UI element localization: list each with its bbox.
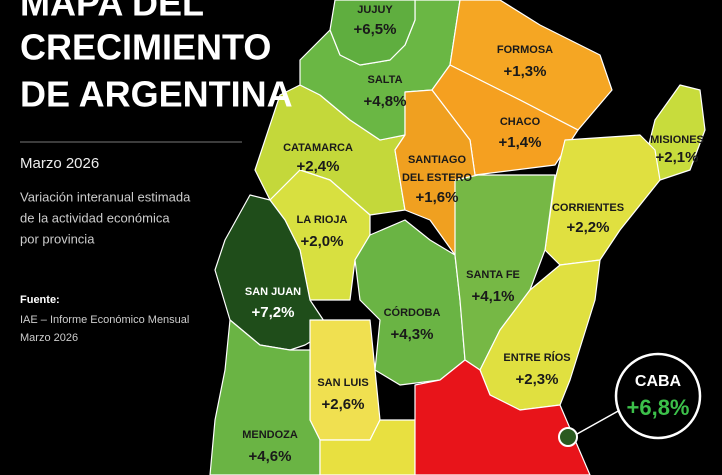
caba-name: CABA	[635, 373, 682, 390]
province-value: +2,3%	[516, 371, 559, 388]
province-name: DEL ESTERO	[402, 172, 473, 184]
province-name: LA RIOJA	[297, 214, 348, 226]
province-name: SANTA FE	[466, 269, 520, 281]
province-value: +2,6%	[322, 396, 365, 413]
province-value: +2,2%	[567, 219, 610, 236]
province-value: +2,1%	[656, 149, 699, 166]
province-name: ENTRE RÍOS	[503, 351, 570, 364]
map	[209, 0, 706, 475]
province-labels: JUJUY +6,5% SALTA +4,8% FORMOSA +1,3% CHACO +1,…	[242, 4, 704, 465]
province-value: +6,5%	[354, 21, 397, 38]
caba-dot	[558, 427, 578, 447]
province-value: +1,6%	[416, 189, 459, 206]
province-value: +2,0%	[301, 233, 344, 250]
province-value: +4,1%	[472, 288, 515, 305]
province-name: SANTIAGO	[408, 154, 467, 166]
province-name: CHACO	[500, 116, 541, 128]
province-value: +1,3%	[504, 63, 547, 80]
description-line: por provincia	[20, 231, 95, 246]
province-value: +7,2%	[252, 304, 295, 321]
date: Marzo 2026	[20, 155, 99, 172]
title-line: MAPA DEL	[20, 0, 204, 24]
source-line: Marzo 2026	[20, 332, 78, 344]
province-name: SALTA	[367, 74, 402, 86]
title-line: CRECIMIENTO	[20, 27, 271, 68]
province-name: JUJUY	[357, 4, 393, 16]
province-name: SAN LUIS	[317, 377, 368, 389]
province-name: CÓRDOBA	[384, 306, 441, 319]
callout-line	[576, 409, 621, 435]
jujuy-shape	[329, 0, 416, 66]
source-label: Fuente:	[20, 294, 60, 306]
province-name: MISIONES	[650, 134, 704, 146]
province-value: +4,8%	[364, 93, 407, 110]
province-name: CORRIENTES	[552, 202, 624, 214]
header: MAPA DEL CRECIMIENTO DE ARGENTINA Marzo …	[20, 0, 293, 344]
province-value: +1,4%	[499, 134, 542, 151]
source-line: IAE – Informe Económico Mensual	[20, 314, 189, 326]
buenos-aires-shape	[414, 359, 591, 475]
province-value: +4,6%	[249, 448, 292, 465]
province-name: FORMOSA	[497, 44, 553, 56]
caba-callout	[614, 352, 702, 440]
province-name: CATAMARCA	[283, 142, 353, 154]
province-name: MENDOZA	[242, 429, 298, 441]
description-line: de la actividad económica	[20, 210, 170, 225]
san-juan-shape	[214, 194, 331, 351]
province-value: +2,4%	[297, 158, 340, 175]
caba-value: +6,8%	[627, 395, 690, 420]
description-line: Variación interanual estimada	[20, 189, 191, 204]
title-line: DE ARGENTINA	[20, 74, 293, 115]
province-name: SAN JUAN	[245, 286, 301, 298]
province-value: +4,3%	[391, 326, 434, 343]
